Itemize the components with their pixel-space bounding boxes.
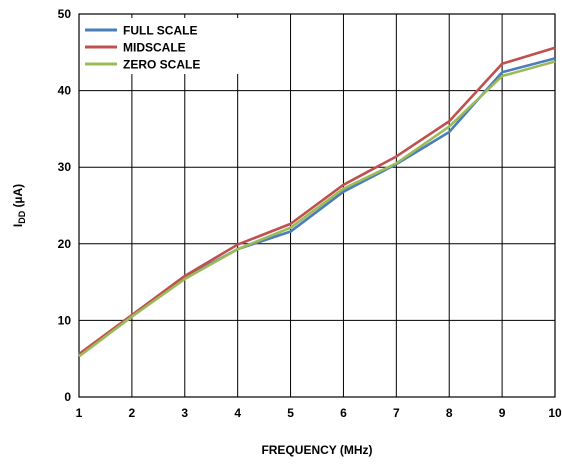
- y-tick-label: 50: [58, 7, 72, 21]
- y-tick-labels: 0 10 20 30 40 50: [58, 7, 72, 404]
- x-tick-label: 3: [181, 406, 188, 420]
- y-tick-label: 30: [58, 160, 72, 174]
- legend: FULL SCALE MIDSCALE ZERO SCALE: [82, 18, 242, 74]
- y-tick-label: 40: [58, 84, 72, 98]
- y-tick-label: 10: [58, 313, 72, 327]
- y-axis-label-main: I: [11, 224, 25, 227]
- plot-frame: [78, 13, 556, 398]
- series-lines: [78, 46, 556, 358]
- legend-label: ZERO SCALE: [123, 58, 200, 72]
- x-tick-label: 1: [76, 406, 83, 420]
- x-tick-label: 6: [340, 406, 347, 420]
- x-tick-label: 7: [393, 406, 400, 420]
- y-axis-label: IDD (µA): [11, 184, 27, 227]
- x-tick-label: 8: [446, 406, 453, 420]
- x-tick-labels: 1 2 3 4 5 6 7 8 9 10: [76, 406, 562, 420]
- series-line-zero-scale: [78, 60, 556, 358]
- x-tick-label: 2: [129, 406, 136, 420]
- legend-label: MIDSCALE: [123, 41, 186, 55]
- x-tick-label: 9: [499, 406, 506, 420]
- legend-label: FULL SCALE: [123, 24, 197, 38]
- y-axis-label-sub: DD: [17, 210, 27, 223]
- y-tick-label: 0: [64, 390, 71, 404]
- x-tick-label: 10: [548, 406, 562, 420]
- y-axis-label-unit: (µA): [11, 184, 25, 211]
- x-tick-label: 4: [234, 406, 241, 420]
- x-axis-label: FREQUENCY (MHz): [261, 443, 372, 457]
- series-line-midscale: [78, 46, 556, 356]
- x-tick-label: 5: [287, 406, 294, 420]
- y-tick-label: 20: [58, 237, 72, 251]
